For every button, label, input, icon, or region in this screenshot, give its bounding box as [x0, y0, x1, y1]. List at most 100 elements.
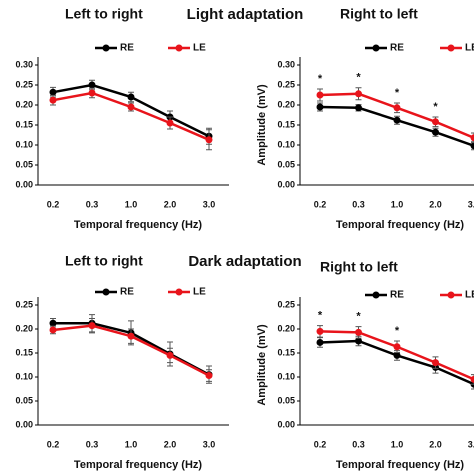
legend-label: LE — [465, 43, 474, 54]
y-tick-label: 0.00 — [15, 179, 33, 189]
legend-label: RE — [120, 43, 134, 54]
y-tick-label: 0.05 — [277, 395, 295, 405]
x-tick-label: 0.3 — [352, 199, 365, 209]
data-point — [393, 104, 401, 112]
data-point — [316, 103, 324, 111]
data-point — [355, 90, 362, 98]
data-point — [393, 351, 401, 359]
data-point — [88, 81, 96, 89]
data-point — [393, 116, 401, 124]
x-tick-label: 0.3 — [86, 199, 99, 209]
legend-marker — [372, 291, 380, 299]
y-tick-label: 0.20 — [15, 323, 33, 333]
data-point — [88, 322, 96, 330]
y-tick-label: 0.15 — [15, 119, 33, 129]
x-tick-label: 0.2 — [314, 439, 327, 449]
x-tick-label: 3.0 — [468, 199, 474, 209]
data-point — [355, 328, 362, 336]
chart-title: Left to right — [65, 6, 143, 22]
legend-marker — [102, 44, 110, 52]
y-tick-label: 0.30 — [277, 59, 295, 69]
significance-marker: * — [318, 73, 323, 85]
y-tick-label: 0.25 — [277, 79, 295, 89]
data-point — [49, 326, 57, 334]
x-axis-label: Temporal frequency (Hz) — [74, 459, 202, 471]
chart-title: Left to right — [65, 253, 143, 269]
y-tick-label: 0.30 — [15, 59, 33, 69]
x-tick-label: 1.0 — [391, 199, 404, 209]
y-tick-label: 0.10 — [277, 371, 295, 381]
x-tick-label: 3.0 — [468, 439, 474, 449]
y-tick-label: 0.10 — [15, 371, 33, 381]
data-point — [470, 142, 474, 150]
x-axis-label: Temporal frequency (Hz) — [336, 459, 464, 471]
significance-marker: * — [356, 72, 361, 84]
error-bar — [471, 141, 474, 151]
significance-marker: * — [356, 311, 361, 323]
data-point — [432, 118, 439, 126]
x-tick-label: 3.0 — [203, 199, 216, 209]
data-point — [127, 103, 135, 111]
y-tick-label: 0.20 — [277, 99, 295, 109]
x-tick-label: 1.0 — [125, 199, 138, 209]
data-point — [49, 96, 57, 104]
data-point — [432, 359, 439, 367]
data-point — [355, 337, 362, 345]
data-point — [166, 351, 174, 359]
x-tick-label: 2.0 — [164, 439, 177, 449]
y-tick-label: 0.10 — [15, 139, 33, 149]
legend-marker — [447, 44, 455, 52]
significance-marker: * — [395, 325, 400, 337]
data-point — [470, 134, 474, 142]
data-point — [166, 119, 174, 127]
data-point — [49, 88, 57, 96]
data-point — [316, 91, 324, 99]
error-bar — [471, 374, 474, 385]
legend-label: RE — [390, 290, 404, 301]
data-point — [205, 136, 213, 144]
y-tick-label: 0.15 — [277, 119, 295, 129]
x-tick-label: 0.2 — [314, 199, 327, 209]
data-point — [316, 338, 324, 346]
x-tick-label: 0.2 — [47, 439, 60, 449]
legend-marker — [175, 44, 183, 52]
y-tick-label: 0.20 — [15, 99, 33, 109]
x-tick-label: 0.3 — [352, 439, 365, 449]
data-point — [393, 343, 401, 351]
data-point — [316, 327, 324, 335]
x-tick-label: 2.0 — [429, 199, 442, 209]
y-tick-label: 0.15 — [15, 347, 33, 357]
chart-title: Right to left — [340, 6, 418, 22]
legend-label: LE — [193, 43, 206, 54]
y-tick-label: 0.00 — [277, 179, 295, 189]
y-tick-label: 0.15 — [277, 347, 295, 357]
legend-label: RE — [390, 43, 404, 54]
y-tick-label: 0.00 — [277, 419, 295, 429]
y-tick-label: 0.10 — [277, 139, 295, 149]
x-tick-label: 0.3 — [86, 439, 99, 449]
y-axis-label: Amplitude (mV) — [256, 324, 268, 406]
y-tick-label: 0.25 — [15, 299, 33, 309]
chart-title: Right to left — [320, 259, 398, 275]
data-point — [432, 128, 439, 136]
y-tick-label: 0.05 — [277, 159, 295, 169]
legend-label: LE — [193, 287, 206, 298]
error-bar — [471, 132, 474, 144]
data-point — [49, 319, 57, 327]
x-axis-label: Temporal frequency (Hz) — [74, 219, 202, 231]
legend-label: LE — [465, 290, 474, 301]
y-tick-label: 0.20 — [277, 323, 295, 333]
significance-marker: * — [395, 87, 400, 99]
y-tick-label: 0.05 — [15, 159, 33, 169]
legend-marker — [447, 291, 455, 299]
data-point — [88, 89, 96, 97]
y-tick-label: 0.05 — [15, 395, 33, 405]
significance-marker: * — [318, 310, 323, 322]
x-tick-label: 3.0 — [203, 439, 216, 449]
y-tick-label: 0.25 — [15, 79, 33, 89]
legend-label: RE — [120, 287, 134, 298]
legend-marker — [372, 44, 380, 52]
x-tick-label: 2.0 — [164, 199, 177, 209]
data-point — [127, 93, 135, 101]
